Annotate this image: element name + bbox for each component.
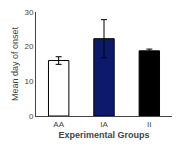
svg-text:AA: AA [53,120,64,129]
svg-text:Experimental Groups: Experimental Groups [58,130,149,140]
svg-text:30: 30 [24,8,33,17]
svg-text:0: 0 [29,112,34,121]
svg-text:20: 20 [24,42,33,51]
svg-text:IA: IA [100,120,108,129]
svg-text:II: II [147,120,151,129]
svg-text:Mean day of onset: Mean day of onset [10,26,20,101]
svg-text:10: 10 [24,77,33,86]
